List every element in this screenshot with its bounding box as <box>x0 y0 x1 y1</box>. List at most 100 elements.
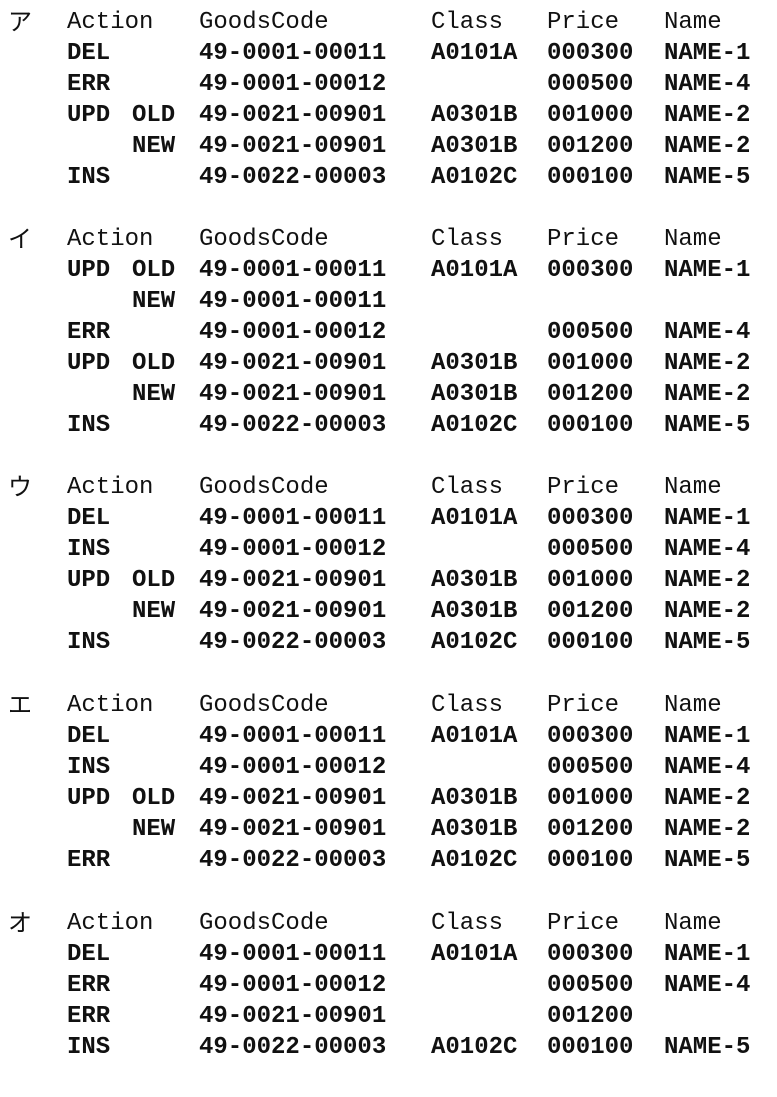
header-action: Action <box>67 9 154 36</box>
table-header-row: ア Action GoodsCode Class Price Name <box>0 7 777 38</box>
action-cell: ERR <box>67 847 111 874</box>
goods-code-cell: 49-0001-00011 <box>199 288 387 315</box>
class-cell: A0301B <box>431 102 518 129</box>
name-cell: NAME-4 <box>664 536 751 563</box>
goods-code-cell: 49-0001-00011 <box>199 40 387 67</box>
header-class: Class <box>431 910 504 937</box>
price-cell: 000300 <box>547 723 634 750</box>
class-cell: A0102C <box>431 164 518 191</box>
class-cell: A0102C <box>431 412 518 439</box>
goods-code-cell: 49-0021-00901 <box>199 133 387 160</box>
price-cell: 000500 <box>547 71 634 98</box>
price-cell: 000100 <box>547 164 634 191</box>
goods-code-cell: 49-0021-00901 <box>199 598 387 625</box>
action-subtype-cell: OLD <box>132 102 176 129</box>
header-action: Action <box>67 692 154 719</box>
choice-label: オ <box>8 909 32 937</box>
header-class: Class <box>431 474 504 501</box>
price-cell: 001000 <box>547 567 634 594</box>
goods-code-cell: 49-0022-00003 <box>199 164 387 191</box>
goods-code-cell: 49-0021-00901 <box>199 1003 387 1030</box>
action-cell: DEL <box>67 505 111 532</box>
action-cell: DEL <box>67 40 111 67</box>
price-cell: 001200 <box>547 598 634 625</box>
header-price: Price <box>547 910 620 937</box>
table-row: INS 49-0001-00012 000500 NAME-4 <box>0 534 777 565</box>
table-row: ERR 49-0021-00901 001200 <box>0 1001 777 1032</box>
action-cell: UPD <box>67 257 111 284</box>
table-header-row: エ Action GoodsCode Class Price Name <box>0 690 777 721</box>
header-name: Name <box>664 910 722 937</box>
header-price: Price <box>547 692 620 719</box>
action-cell: INS <box>67 629 111 656</box>
price-cell: 000500 <box>547 754 634 781</box>
name-cell: NAME-1 <box>664 257 751 284</box>
header-goods-code: GoodsCode <box>199 910 329 937</box>
name-cell: NAME-1 <box>664 723 751 750</box>
action-cell: UPD <box>67 350 111 377</box>
action-cell: ERR <box>67 972 111 999</box>
table-row: UPD OLD 49-0021-00901 A0301B 001000 NAME-2 <box>0 348 777 379</box>
table-row: NEW 49-0021-00901 A0301B 001200 NAME-2 <box>0 131 777 162</box>
header-class: Class <box>431 226 504 253</box>
action-cell: UPD <box>67 102 111 129</box>
class-cell: A0102C <box>431 629 518 656</box>
action-cell: UPD <box>67 567 111 594</box>
name-cell: NAME-5 <box>664 412 751 439</box>
table-row: NEW 49-0001-00011 <box>0 286 777 317</box>
price-cell: 000300 <box>547 257 634 284</box>
price-cell: 000300 <box>547 40 634 67</box>
header-name: Name <box>664 9 722 36</box>
goods-code-cell: 49-0021-00901 <box>199 785 387 812</box>
name-cell: NAME-1 <box>664 40 751 67</box>
class-cell: A0102C <box>431 1034 518 1061</box>
choice-block: イ Action GoodsCode Class Price Name UPD OLD 49-0… <box>0 224 777 441</box>
name-cell: NAME-2 <box>664 102 751 129</box>
name-cell: NAME-1 <box>664 505 751 532</box>
action-subtype-cell: NEW <box>132 288 176 315</box>
goods-code-cell: 49-0001-00011 <box>199 941 387 968</box>
price-cell: 001200 <box>547 381 634 408</box>
name-cell: NAME-2 <box>664 133 751 160</box>
action-cell: INS <box>67 536 111 563</box>
table-row: NEW 49-0021-00901 A0301B 001200 NAME-2 <box>0 814 777 845</box>
action-subtype-cell: NEW <box>132 381 176 408</box>
goods-code-cell: 49-0001-00011 <box>199 257 387 284</box>
action-cell: DEL <box>67 723 111 750</box>
name-cell: NAME-4 <box>664 319 751 346</box>
table-row: ERR 49-0022-00003 A0102C 000100 NAME-5 <box>0 845 777 876</box>
goods-code-cell: 49-0022-00003 <box>199 412 387 439</box>
name-cell: NAME-2 <box>664 598 751 625</box>
table-row: UPD OLD 49-0021-00901 A0301B 001000 NAME-2 <box>0 783 777 814</box>
name-cell: NAME-1 <box>664 941 751 968</box>
table-row: DEL 49-0001-00011 A0101A 000300 NAME-1 <box>0 721 777 752</box>
choice-block: エ Action GoodsCode Class Price Name DEL 49-0001… <box>0 690 777 876</box>
header-goods-code: GoodsCode <box>199 692 329 719</box>
table-row: ERR 49-0001-00012 000500 NAME-4 <box>0 970 777 1001</box>
goods-code-cell: 49-0001-00012 <box>199 71 387 98</box>
action-subtype-cell: NEW <box>132 133 176 160</box>
header-action: Action <box>67 226 154 253</box>
goods-code-cell: 49-0001-00011 <box>199 723 387 750</box>
table-row: INS 49-0022-00003 A0102C 000100 NAME-5 <box>0 1032 777 1063</box>
choice-label: エ <box>8 691 32 719</box>
table-row: NEW 49-0021-00901 A0301B 001200 NAME-2 <box>0 596 777 627</box>
name-cell: NAME-4 <box>664 71 751 98</box>
choice-label: イ <box>8 225 32 253</box>
table-row: UPD OLD 49-0001-00011 A0101A 000300 NAME-1 <box>0 255 777 286</box>
action-subtype-cell: OLD <box>132 567 176 594</box>
header-price: Price <box>547 474 620 501</box>
name-cell: NAME-2 <box>664 350 751 377</box>
goods-code-cell: 49-0021-00901 <box>199 816 387 843</box>
price-cell: 001000 <box>547 102 634 129</box>
price-cell: 001000 <box>547 350 634 377</box>
name-cell: NAME-4 <box>664 972 751 999</box>
action-cell: INS <box>67 754 111 781</box>
price-cell: 000300 <box>547 505 634 532</box>
goods-code-cell: 49-0022-00003 <box>199 629 387 656</box>
name-cell: NAME-2 <box>664 567 751 594</box>
price-cell: 000100 <box>547 412 634 439</box>
table-row: INS 49-0001-00012 000500 NAME-4 <box>0 752 777 783</box>
price-cell: 001200 <box>547 133 634 160</box>
